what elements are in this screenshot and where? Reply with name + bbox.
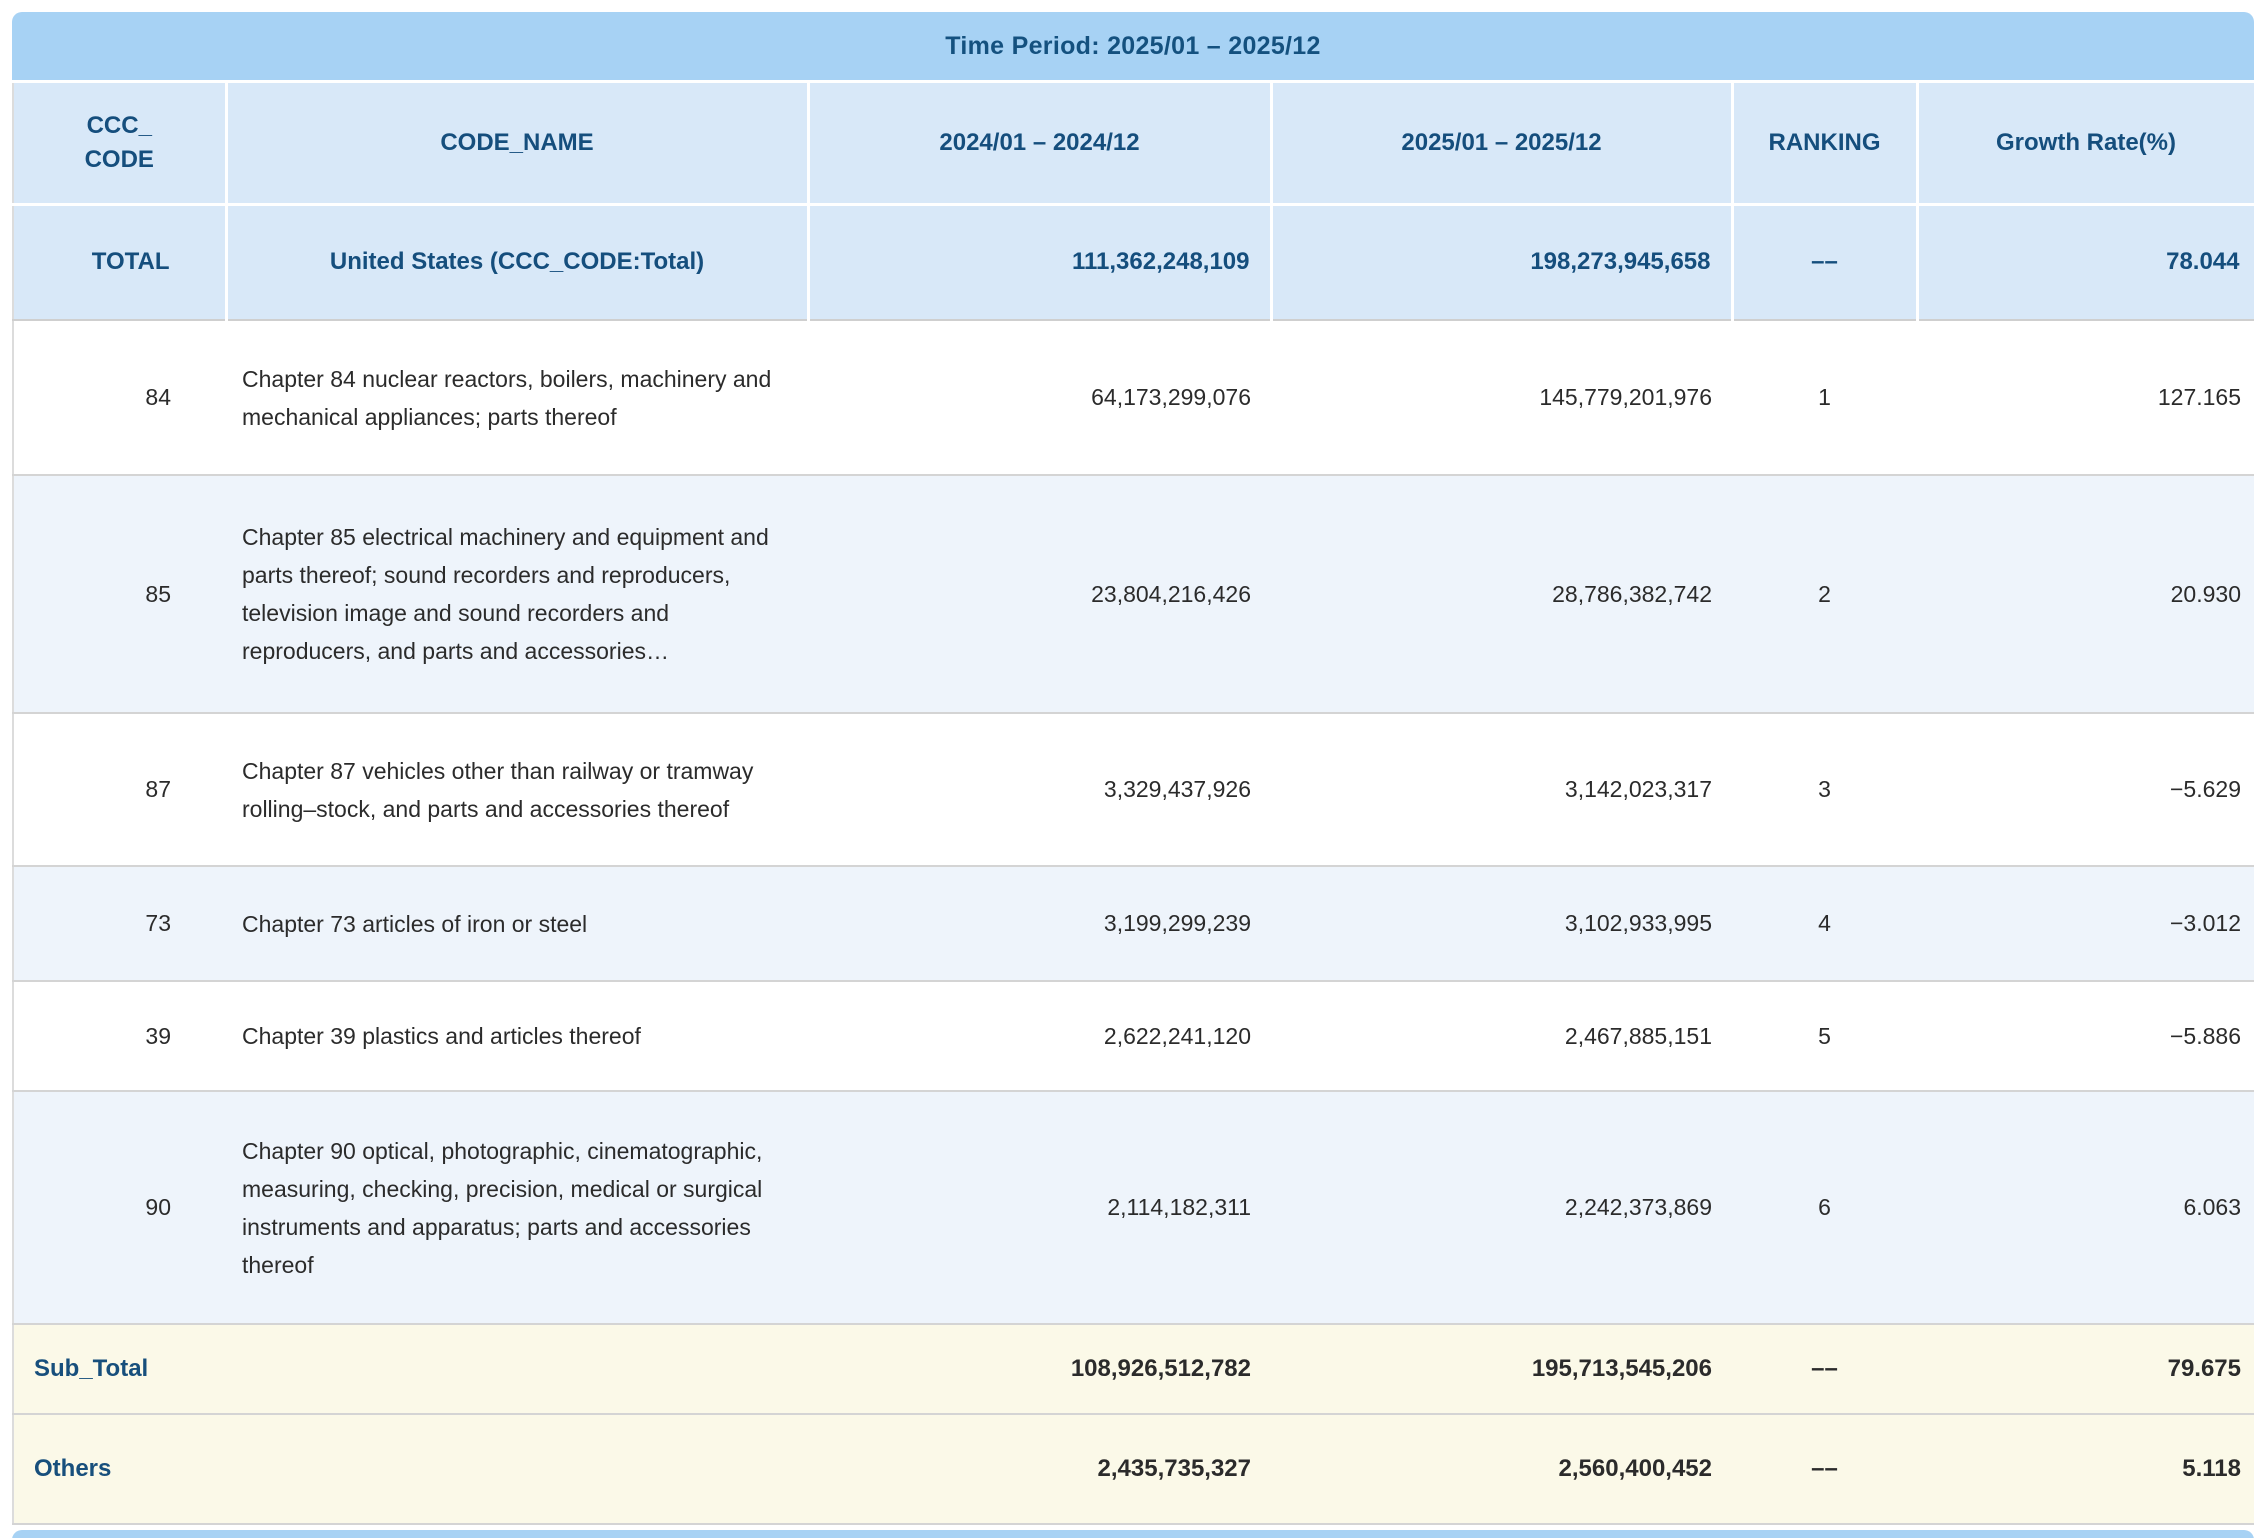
- ccc-code-cell: 84: [13, 320, 226, 476]
- code-name-cell: Chapter 85 electrical machinery and equi…: [226, 475, 808, 714]
- code-name-cell: Chapter 39 plastics and articles thereof: [226, 981, 808, 1092]
- column-header-ranking: RANKING: [1732, 83, 1919, 206]
- row-chapter-90: 90 Chapter 90 optical, photographic, cin…: [13, 1091, 2254, 1325]
- growth-rate-cell: 79.675: [1917, 1324, 2254, 1415]
- amount-2025-cell: 145,779,201,976: [1271, 320, 1732, 476]
- amount-2025-cell: 198,273,945,658: [1271, 204, 1734, 321]
- growth-rate-cell: 127.165: [1917, 320, 2254, 476]
- growth-rate-cell: 20.930: [1917, 475, 2254, 714]
- header-row: CCC_ CODE CODE_NAME 2024/01 – 2024/12 20…: [13, 83, 2254, 206]
- amount-2025-cell: 3,102,933,995: [1271, 866, 1732, 982]
- growth-rate-cell: −3.012: [1917, 866, 2254, 982]
- ranking-cell: 3: [1732, 713, 1917, 867]
- others-label: Others: [13, 1414, 808, 1525]
- ranking-cell: 5: [1732, 981, 1917, 1092]
- column-header-code-name: CODE_NAME: [226, 83, 810, 206]
- ranking-cell: ––: [1732, 1324, 1917, 1415]
- growth-rate-cell: 6.063: [1917, 1091, 2254, 1325]
- growth-rate-cell: −5.886: [1917, 981, 2254, 1092]
- row-chapter-39: 39 Chapter 39 plastics and articles ther…: [13, 981, 2254, 1092]
- trade-statistics-table: CCC_ CODE CODE_NAME 2024/01 – 2024/12 20…: [12, 83, 2254, 1525]
- ccc-code-cell: TOTAL: [13, 204, 228, 321]
- row-chapter-87: 87 Chapter 87 vehicles other than railwa…: [13, 713, 2254, 867]
- ccc-code-cell: 85: [13, 475, 226, 714]
- amount-2025-cell: 2,560,400,452: [1271, 1414, 1732, 1525]
- amount-2025-cell: 28,786,382,742: [1271, 475, 1732, 714]
- time-period-banner: Time Period: 2025/01 – 2025/12: [12, 12, 2254, 80]
- amount-2025-cell: 3,142,023,317: [1271, 713, 1732, 867]
- amount-2024-cell: 64,173,299,076: [808, 320, 1271, 476]
- amount-2024-cell: 2,435,735,327: [808, 1414, 1271, 1525]
- ranking-cell: 4: [1732, 866, 1917, 982]
- amount-2025-cell: 2,242,373,869: [1271, 1091, 1732, 1325]
- subtotal-row: Sub_Total 108,926,512,782 195,713,545,20…: [13, 1324, 2254, 1415]
- amount-2024-cell: 3,329,437,926: [808, 713, 1271, 867]
- column-header-ccc-code: CCC_ CODE: [13, 83, 228, 206]
- growth-rate-cell: 78.044: [1917, 204, 2254, 321]
- code-name-cell: United States (CCC_CODE:Total): [226, 204, 810, 321]
- ccc-code-cell: 73: [13, 866, 226, 982]
- ranking-cell: ––: [1732, 204, 1919, 321]
- row-chapter-85: 85 Chapter 85 electrical machinery and e…: [13, 475, 2254, 714]
- total-row: TOTAL United States (CCC_CODE:Total) 111…: [13, 204, 2254, 321]
- amount-2025-cell: 195,713,545,206: [1271, 1324, 1732, 1415]
- next-time-period-banner-partial: [12, 1530, 2254, 1538]
- growth-rate-cell: 5.118: [1917, 1414, 2254, 1525]
- row-chapter-73: 73 Chapter 73 articles of iron or steel …: [13, 866, 2254, 982]
- row-chapter-84: 84 Chapter 84 nuclear reactors, boilers,…: [13, 320, 2254, 476]
- amount-2024-cell: 111,362,248,109: [808, 204, 1273, 321]
- column-header-curr-period: 2025/01 – 2025/12: [1271, 83, 1734, 206]
- amount-2024-cell: 2,114,182,311: [808, 1091, 1271, 1325]
- amount-2024-cell: 108,926,512,782: [808, 1324, 1271, 1415]
- amount-2025-cell: 2,467,885,151: [1271, 981, 1732, 1092]
- ranking-cell: ––: [1732, 1414, 1917, 1525]
- growth-rate-cell: −5.629: [1917, 713, 2254, 867]
- ranking-cell: 1: [1732, 320, 1917, 476]
- ranking-cell: 2: [1732, 475, 1917, 714]
- code-name-cell: Chapter 84 nuclear reactors, boilers, ma…: [226, 320, 808, 476]
- ccc-code-cell: 39: [13, 981, 226, 1092]
- time-period-title: Time Period: 2025/01 – 2025/12: [945, 31, 1321, 60]
- code-name-cell: Chapter 73 articles of iron or steel: [226, 866, 808, 982]
- amount-2024-cell: 23,804,216,426: [808, 475, 1271, 714]
- ranking-cell: 6: [1732, 1091, 1917, 1325]
- column-header-prev-period: 2024/01 – 2024/12: [808, 83, 1273, 206]
- ccc-code-cell: 90: [13, 1091, 226, 1325]
- subtotal-label: Sub_Total: [13, 1324, 808, 1415]
- code-name-cell: Chapter 87 vehicles other than railway o…: [226, 713, 808, 867]
- ccc-code-cell: 87: [13, 713, 226, 867]
- amount-2024-cell: 2,622,241,120: [808, 981, 1271, 1092]
- amount-2024-cell: 3,199,299,239: [808, 866, 1271, 982]
- code-name-cell: Chapter 90 optical, photographic, cinema…: [226, 1091, 808, 1325]
- column-header-growth-rate: Growth Rate(%): [1917, 83, 2254, 206]
- others-row: Others 2,435,735,327 2,560,400,452 –– 5.…: [13, 1414, 2254, 1525]
